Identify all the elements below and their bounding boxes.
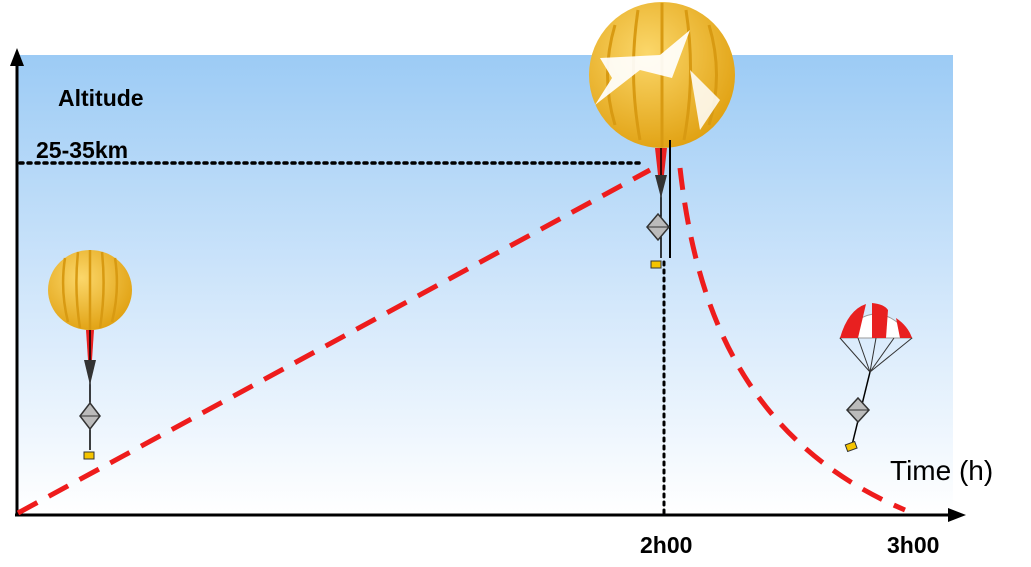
- ascending-balloon-icon: [48, 250, 132, 460]
- parachute-icon: [838, 303, 914, 453]
- y-axis-label: Altitude: [58, 85, 144, 111]
- descent-trajectory: [677, 167, 906, 513]
- altitude-range-label: 25-35km: [36, 137, 128, 163]
- end-time-label: 3h00: [887, 532, 939, 558]
- y-axis-arrow: [10, 48, 24, 66]
- x-axis-arrow: [948, 508, 966, 522]
- ascent-trajectory: [16, 167, 652, 516]
- burst-time-label: 2h00: [640, 532, 692, 558]
- x-axis-label: Time (h): [890, 455, 993, 486]
- sky-background: [18, 55, 953, 513]
- bursting-balloon-icon: [589, 2, 735, 269]
